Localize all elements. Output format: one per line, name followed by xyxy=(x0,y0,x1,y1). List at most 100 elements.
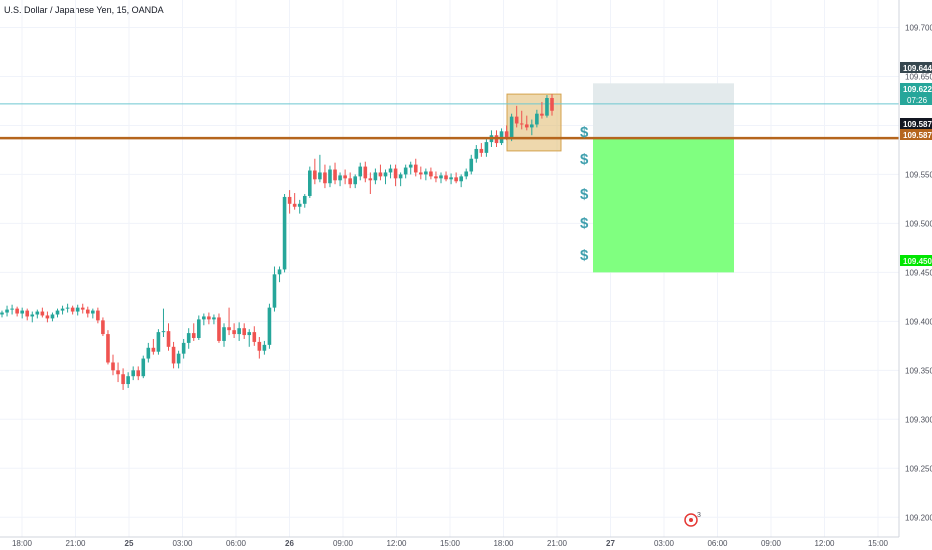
time-tick-label: 03:00 xyxy=(172,539,193,548)
countdown-label: 07:26 xyxy=(907,96,928,105)
candle-body xyxy=(464,171,469,177)
candle-body xyxy=(378,172,383,177)
price-tick-label: 109.200 xyxy=(905,513,932,522)
candle-body xyxy=(439,175,443,179)
candle-body xyxy=(111,362,115,371)
candle-body xyxy=(15,308,19,314)
dollar-sign-icon: $ xyxy=(580,124,589,141)
candle-body xyxy=(343,175,347,179)
candle-body xyxy=(514,116,519,124)
price-label-text: 109.644 xyxy=(903,64,932,73)
price-tick-label: 109.400 xyxy=(905,317,932,326)
candle-body xyxy=(328,169,332,184)
candle-body xyxy=(302,195,307,204)
candle-body xyxy=(333,169,337,181)
time-tick-label: 03:00 xyxy=(654,539,675,548)
price-label-badge xyxy=(900,83,932,105)
candle-body xyxy=(116,370,120,375)
candle-body xyxy=(459,176,463,182)
candle-body xyxy=(419,172,423,175)
candle-body xyxy=(96,310,100,321)
price-tick-label: 109.500 xyxy=(905,219,932,228)
candle-body xyxy=(222,327,226,341)
price-tick-label: 109.550 xyxy=(905,170,932,179)
candle-body xyxy=(358,166,363,177)
candle-body xyxy=(191,333,196,338)
time-tick-label: 27 xyxy=(606,539,615,548)
candle-body xyxy=(469,158,474,172)
candle-body xyxy=(50,314,55,319)
candle-body xyxy=(30,314,35,317)
candle-body xyxy=(353,176,358,185)
candle-body xyxy=(232,330,236,335)
candle-body xyxy=(297,203,302,207)
candle-body xyxy=(252,332,257,342)
candle-body xyxy=(509,116,514,138)
candle-body xyxy=(121,374,125,385)
candle-body xyxy=(75,307,80,312)
candle-body xyxy=(307,170,312,196)
candle-body xyxy=(176,353,181,364)
candle-body xyxy=(91,310,95,314)
price-tick-label: 109.700 xyxy=(905,23,932,32)
candle-body xyxy=(530,124,534,128)
candle-body xyxy=(212,317,216,320)
dollar-sign-icon: $ xyxy=(580,151,589,168)
candle-body xyxy=(368,178,373,181)
candle-body xyxy=(136,370,141,377)
price-label-text: 109.587 xyxy=(903,131,932,140)
time-tick-label: 09:00 xyxy=(333,539,354,548)
dollar-sign-icon: $ xyxy=(580,186,589,203)
time-tick-label: 21:00 xyxy=(65,539,86,548)
candle-body xyxy=(10,308,14,310)
candle-body xyxy=(0,312,4,315)
candle-body xyxy=(40,311,45,316)
candle-body xyxy=(20,310,24,314)
candle-body xyxy=(25,310,30,317)
candle-body xyxy=(262,344,267,351)
price-label-badge xyxy=(900,255,932,266)
candle-body xyxy=(424,171,428,175)
candle-body xyxy=(131,370,135,377)
candle-body xyxy=(101,320,105,335)
price-label-badge xyxy=(900,129,932,140)
candle-body xyxy=(156,332,161,352)
candle-body xyxy=(242,328,247,336)
candle-body xyxy=(65,307,70,309)
candle-body xyxy=(45,315,50,319)
candle-body xyxy=(126,376,130,385)
candle-body xyxy=(550,98,554,111)
candle-body xyxy=(429,171,433,177)
candle-body xyxy=(141,358,146,377)
price-tick-label: 109.350 xyxy=(905,366,932,375)
time-tick-label: 12:00 xyxy=(386,539,407,548)
candle-body xyxy=(313,170,317,180)
candle-body xyxy=(338,175,342,181)
time-tick-label: 09:00 xyxy=(761,539,782,548)
candle-body xyxy=(373,172,378,181)
candle-body xyxy=(403,167,408,175)
candle-body xyxy=(292,203,297,207)
candle-body xyxy=(227,327,231,331)
candle-body xyxy=(393,168,398,179)
candle-body xyxy=(348,178,352,185)
candle-body xyxy=(545,98,549,116)
candle-body xyxy=(217,317,221,341)
price-tick-label: 109.450 xyxy=(905,268,932,277)
candle-body xyxy=(535,113,539,125)
candle-body xyxy=(80,307,85,310)
candle-body xyxy=(202,316,206,320)
chart-title: U.S. Dollar / Japanese Yen, 15, OANDA xyxy=(4,5,164,15)
candle-body xyxy=(444,175,448,180)
price-label-badge xyxy=(900,118,932,129)
stop-loss-zone xyxy=(593,83,734,139)
candle-body xyxy=(70,307,75,312)
candle-body xyxy=(247,332,252,336)
candle-body xyxy=(60,308,65,311)
candle-body xyxy=(277,269,282,275)
take-profit-zone xyxy=(593,138,734,273)
time-tick-label: 15:00 xyxy=(868,539,889,548)
price-label-text: 109.622 xyxy=(903,85,932,94)
candle-body xyxy=(519,123,524,125)
